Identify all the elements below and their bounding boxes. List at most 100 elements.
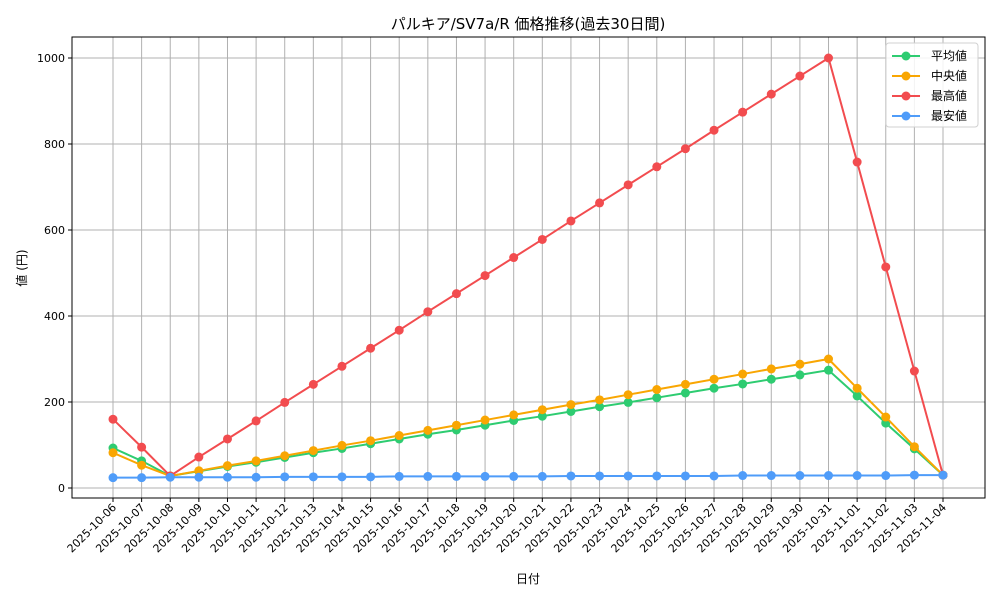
y-tick-label: 200 xyxy=(44,396,65,409)
y-tick-label: 800 xyxy=(44,138,65,151)
data-point xyxy=(566,216,576,226)
data-point xyxy=(709,471,719,481)
data-point xyxy=(222,461,232,471)
data-point xyxy=(194,452,204,462)
legend-label: 最安値 xyxy=(931,108,967,123)
data-point xyxy=(680,471,690,481)
data-point xyxy=(337,361,347,371)
data-point xyxy=(852,471,862,481)
series-path xyxy=(113,474,943,479)
data-point xyxy=(480,415,490,425)
data-point xyxy=(566,471,576,481)
y-tick-label: 400 xyxy=(44,310,65,323)
data-point xyxy=(308,379,318,389)
data-point xyxy=(623,180,633,190)
series-layer xyxy=(108,53,948,483)
data-point xyxy=(909,470,919,480)
data-point xyxy=(537,234,547,244)
data-point xyxy=(680,144,690,154)
data-point xyxy=(194,472,204,482)
data-point xyxy=(108,473,118,483)
data-point xyxy=(451,289,461,299)
data-point xyxy=(709,374,719,384)
data-point xyxy=(566,406,576,416)
y-axis-label: 値 (円) xyxy=(14,249,29,286)
data-point xyxy=(366,436,376,446)
data-point xyxy=(394,325,404,335)
data-point xyxy=(537,471,547,481)
x-axis-label: 日付 xyxy=(516,572,540,586)
data-point xyxy=(480,271,490,281)
data-point xyxy=(795,370,805,380)
data-point xyxy=(824,354,834,364)
data-point xyxy=(222,434,232,444)
legend-marker-icon xyxy=(901,91,911,101)
data-point xyxy=(738,379,748,389)
data-point xyxy=(766,89,776,99)
data-point xyxy=(595,395,605,405)
data-point xyxy=(423,471,433,481)
data-point xyxy=(595,402,605,412)
data-point xyxy=(509,410,519,420)
data-point xyxy=(795,359,805,369)
legend-marker-icon xyxy=(901,111,911,121)
series-line xyxy=(108,53,948,481)
data-point xyxy=(308,446,318,456)
data-point xyxy=(709,125,719,135)
series-line xyxy=(108,470,948,483)
data-point xyxy=(337,472,347,482)
data-point xyxy=(881,412,891,422)
data-point xyxy=(251,472,261,482)
data-point xyxy=(366,472,376,482)
data-point xyxy=(738,369,748,379)
data-point xyxy=(909,442,919,452)
data-point xyxy=(852,157,862,167)
y-tick-label: 0 xyxy=(58,482,65,495)
data-point xyxy=(766,374,776,384)
data-point xyxy=(766,364,776,374)
data-point xyxy=(680,388,690,398)
series-path xyxy=(112,56,944,478)
data-point xyxy=(423,425,433,435)
data-point xyxy=(652,385,662,395)
data-point xyxy=(766,471,776,481)
data-point xyxy=(738,471,748,481)
data-point xyxy=(394,431,404,441)
data-point xyxy=(280,451,290,461)
series-path xyxy=(112,357,944,477)
data-point xyxy=(337,440,347,450)
data-point xyxy=(566,400,576,410)
data-point xyxy=(480,471,490,481)
data-point xyxy=(595,198,605,208)
data-point xyxy=(623,397,633,407)
data-point xyxy=(251,456,261,466)
data-point xyxy=(308,472,318,482)
data-point xyxy=(423,307,433,317)
chart-title: パルキア/SV7a/R 価格推移(過去30日間) xyxy=(391,15,666,33)
data-point xyxy=(938,470,948,480)
data-point xyxy=(595,471,605,481)
y-tick-label: 600 xyxy=(44,224,65,237)
data-point xyxy=(537,411,547,421)
data-point xyxy=(652,393,662,403)
data-point xyxy=(623,390,633,400)
data-point xyxy=(194,466,204,476)
plot-frame xyxy=(71,36,986,499)
legend-label: 平均値 xyxy=(931,48,967,63)
data-point xyxy=(680,379,690,389)
y-axis-ticks: 0 200 400 600 800 1000 xyxy=(37,52,72,495)
data-point xyxy=(509,471,519,481)
data-point xyxy=(108,414,118,424)
data-point xyxy=(738,107,748,117)
data-point xyxy=(280,472,290,482)
data-point xyxy=(394,471,404,481)
data-point xyxy=(652,162,662,172)
data-point xyxy=(280,397,290,407)
data-point xyxy=(795,71,805,81)
data-point xyxy=(824,53,834,63)
data-point xyxy=(137,442,147,452)
data-point xyxy=(881,471,891,481)
data-point xyxy=(623,471,633,481)
